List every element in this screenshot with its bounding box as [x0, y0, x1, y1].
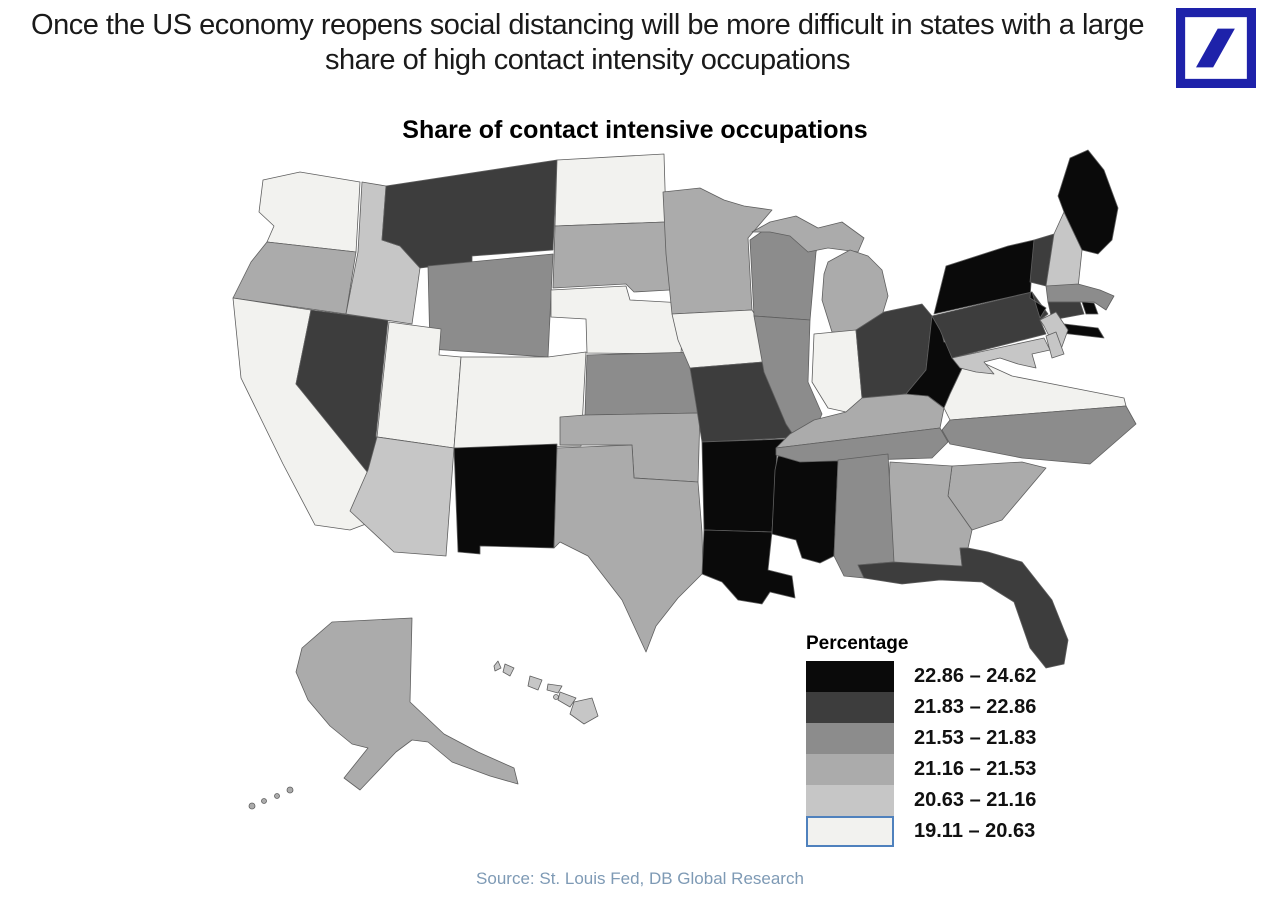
- state-michigan-upper-peninsula: [751, 215, 865, 253]
- legend-swatch-bin-1: [806, 661, 894, 692]
- legend-label-bin-2: 21.83 – 22.86: [914, 696, 1037, 718]
- legend-row: 21.16 – 21.53: [806, 754, 1136, 785]
- legend-row: 19.11 – 20.63: [806, 816, 1136, 847]
- state-rhode-island: [1081, 301, 1099, 315]
- legend-label-bin-5: 20.63 – 21.16: [914, 789, 1037, 811]
- state-colorado: [453, 351, 587, 449]
- state-wyoming: [427, 253, 554, 358]
- state-indiana: [811, 329, 863, 413]
- state-tennessee: [775, 427, 949, 463]
- state-louisiana: [701, 529, 796, 605]
- state-oregon: [232, 241, 357, 315]
- hawaii-inset: [493, 660, 599, 725]
- state-hawaii-big-island: [569, 697, 599, 725]
- map-legend: Percentage 22.86 – 24.62 21.83 – 22.86 2…: [806, 633, 1136, 847]
- map-title: Share of contact intensive occupations: [402, 116, 868, 144]
- state-pennsylvania: [931, 291, 1049, 359]
- state-iowa: [671, 309, 767, 369]
- legend-swatch-bin-2: [806, 692, 894, 723]
- figure-headline: Once the US economy reopens social dista…: [31, 9, 1144, 77]
- state-hawaii-maui: [557, 691, 577, 708]
- alaska-inset: [248, 617, 519, 810]
- legend-label-bin-4: 21.16 – 21.53: [914, 758, 1037, 780]
- state-hawaii-kauai: [493, 660, 502, 672]
- aleutian-island-3: [274, 793, 280, 799]
- legend-row: 22.86 – 24.62: [806, 661, 1136, 692]
- state-north-dakota: [554, 153, 667, 227]
- state-texas: [553, 444, 704, 653]
- state-new-york: [933, 239, 1047, 319]
- state-new-mexico: [453, 443, 558, 555]
- state-north-carolina: [941, 405, 1137, 465]
- legend-swatch-bin-3: [806, 723, 894, 754]
- state-hawaii-molokai: [527, 675, 543, 691]
- state-florida: [857, 547, 1069, 669]
- state-hawaii-kahoolawe: [553, 694, 559, 700]
- state-mississippi: [771, 455, 839, 564]
- legend-label-bin-6: 19.11 – 20.63: [914, 820, 1036, 842]
- state-maine: [1057, 149, 1119, 255]
- state-hawaii-oahu: [502, 663, 515, 677]
- aleutian-island-2: [261, 798, 267, 804]
- legend-row: 20.63 – 21.16: [806, 785, 1136, 816]
- legend-row: 21.83 – 22.86: [806, 692, 1136, 723]
- lower-48-states: [232, 149, 1137, 669]
- state-alabama: [833, 453, 895, 579]
- legend-swatch-bin-4: [806, 754, 894, 785]
- deutsche-bank-logo-icon: [1176, 8, 1256, 88]
- state-montana: [381, 159, 558, 269]
- state-nebraska: [550, 285, 685, 355]
- state-maryland: [951, 337, 1051, 375]
- state-hawaii-lanai: [546, 683, 563, 694]
- legend-row: 21.53 – 21.83: [806, 723, 1136, 754]
- state-delaware: [1045, 331, 1065, 359]
- aleutian-island-1: [248, 802, 256, 810]
- legend-title: Percentage: [806, 633, 909, 654]
- legend-swatch-bin-5: [806, 785, 894, 816]
- legend-label-bin-1: 22.86 – 24.62: [914, 665, 1037, 687]
- state-minnesota: [662, 187, 773, 315]
- source-attribution: Source: St. Louis Fed, DB Global Researc…: [476, 869, 804, 888]
- legend-swatch-bin-6: [806, 816, 894, 847]
- legend-label-bin-3: 21.53 – 21.83: [914, 727, 1037, 749]
- state-washington: [258, 171, 361, 253]
- state-kansas: [584, 351, 701, 416]
- aleutian-island-4: [286, 786, 294, 794]
- state-south-dakota: [552, 221, 671, 293]
- state-alaska: [295, 617, 519, 791]
